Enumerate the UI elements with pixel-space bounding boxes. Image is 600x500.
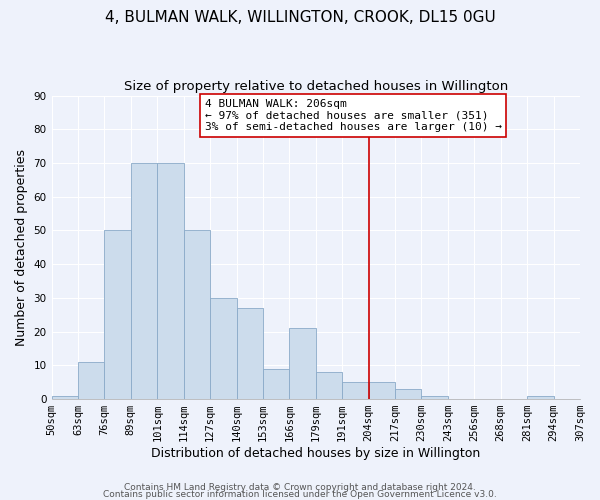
Bar (342, 382, 368, 399)
Bar (104, 230, 131, 399)
Text: 4 BULMAN WALK: 206sqm
← 97% of detached houses are smaller (351)
3% of semi-deta: 4 BULMAN WALK: 206sqm ← 97% of detached … (205, 99, 502, 132)
Bar (184, 230, 210, 399)
Title: Size of property relative to detached houses in Willington: Size of property relative to detached ho… (124, 80, 508, 93)
Y-axis label: Number of detached properties: Number of detached properties (15, 149, 28, 346)
Bar (210, 298, 236, 399)
Bar (395, 389, 421, 399)
Text: Contains public sector information licensed under the Open Government Licence v3: Contains public sector information licen… (103, 490, 497, 499)
Text: Contains HM Land Registry data © Crown copyright and database right 2024.: Contains HM Land Registry data © Crown c… (124, 484, 476, 492)
Bar (527, 396, 554, 399)
Bar (131, 163, 157, 399)
Bar (157, 163, 184, 399)
Bar (316, 372, 342, 399)
Bar (263, 368, 289, 399)
Bar (78, 362, 104, 399)
Bar (236, 308, 263, 399)
Text: 4, BULMAN WALK, WILLINGTON, CROOK, DL15 0GU: 4, BULMAN WALK, WILLINGTON, CROOK, DL15 … (104, 10, 496, 25)
Bar (421, 396, 448, 399)
X-axis label: Distribution of detached houses by size in Willington: Distribution of detached houses by size … (151, 447, 481, 460)
Bar (52, 396, 78, 399)
Bar (368, 382, 395, 399)
Bar (289, 328, 316, 399)
